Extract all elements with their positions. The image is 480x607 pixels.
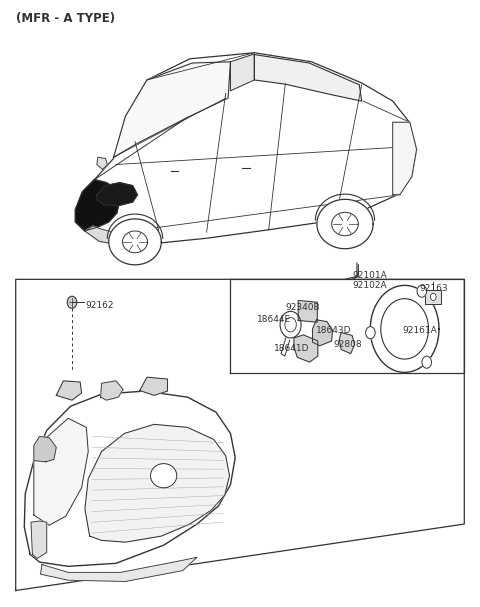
Bar [425,290,442,304]
Polygon shape [281,338,289,356]
Polygon shape [254,55,362,101]
Polygon shape [75,53,417,245]
Polygon shape [40,557,197,582]
Circle shape [67,296,77,308]
Polygon shape [332,212,358,236]
Circle shape [366,327,375,339]
Polygon shape [122,231,147,253]
Polygon shape [140,377,168,395]
Polygon shape [97,157,108,169]
Polygon shape [101,381,123,400]
Polygon shape [114,62,230,157]
Text: 18641D: 18641D [275,344,310,353]
Circle shape [280,311,301,338]
Polygon shape [317,199,373,249]
Text: 92101A
92102A: 92101A 92102A [352,271,387,290]
Polygon shape [370,285,439,372]
Polygon shape [34,436,56,462]
Polygon shape [85,226,128,245]
Polygon shape [31,521,47,558]
Polygon shape [109,219,161,265]
Polygon shape [298,300,317,322]
Polygon shape [393,122,417,195]
Text: 18644E: 18644E [257,315,291,324]
Circle shape [431,293,436,300]
Text: 92162: 92162 [85,301,113,310]
Polygon shape [34,418,88,525]
Polygon shape [56,381,82,400]
Text: (MFR - A TYPE): (MFR - A TYPE) [16,12,115,25]
Polygon shape [294,335,318,362]
Polygon shape [312,320,333,346]
Polygon shape [230,54,254,91]
Polygon shape [339,333,355,354]
Text: 92163: 92163 [419,284,447,293]
Text: 92161A: 92161A [402,326,437,335]
Text: 92808: 92808 [333,340,362,349]
Text: 92340B: 92340B [285,304,320,312]
Polygon shape [381,299,429,359]
Circle shape [285,317,296,332]
Text: 18643D: 18643D [316,326,352,335]
Polygon shape [97,183,137,206]
Ellipse shape [151,464,177,488]
Polygon shape [24,391,235,566]
Circle shape [422,356,432,368]
Polygon shape [75,180,120,231]
Polygon shape [85,424,229,542]
Circle shape [417,285,427,297]
